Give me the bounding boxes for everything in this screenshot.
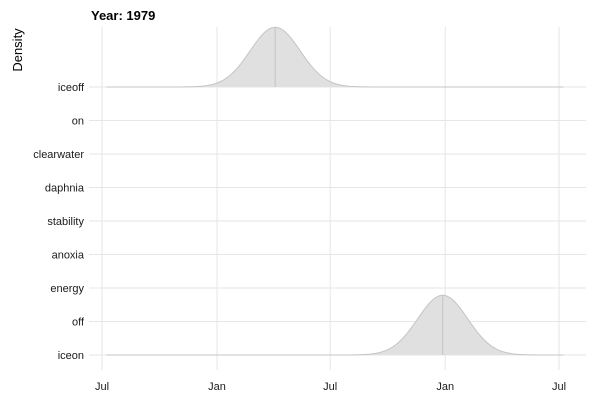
y-axis-label: Density (10, 28, 25, 72)
category-label-daphnia: daphnia (45, 183, 85, 195)
x-tick-label: Jan (208, 381, 226, 393)
category-label-stability: stability (47, 216, 84, 228)
x-tick-labels: Jul Jan Jul Jan Jul (95, 381, 566, 393)
category-label-anoxia: anoxia (52, 250, 85, 262)
ridge-line-iceon (106, 294, 564, 356)
ridge-layer (106, 26, 564, 356)
category-label-clearwater: clearwater (33, 149, 84, 161)
category-label-off: off (72, 317, 85, 329)
x-tick-label: Jan (436, 381, 454, 393)
category-label-iceon: iceon (58, 350, 84, 362)
category-label-energy: energy (50, 283, 84, 295)
chart-title: Year: 1979 (91, 8, 155, 23)
category-labels: iceon off energy anoxia stability daphnia clea… (33, 82, 85, 362)
x-tick-label: Jul (323, 381, 337, 393)
x-tick-label: Jul (95, 381, 109, 393)
x-tick-label: Jul (552, 381, 566, 393)
ridge-fill-iceon (106, 295, 564, 355)
category-label-on: on (72, 116, 84, 128)
ridge-line-iceoff (106, 26, 564, 88)
category-label-iceoff: iceoff (58, 82, 85, 94)
